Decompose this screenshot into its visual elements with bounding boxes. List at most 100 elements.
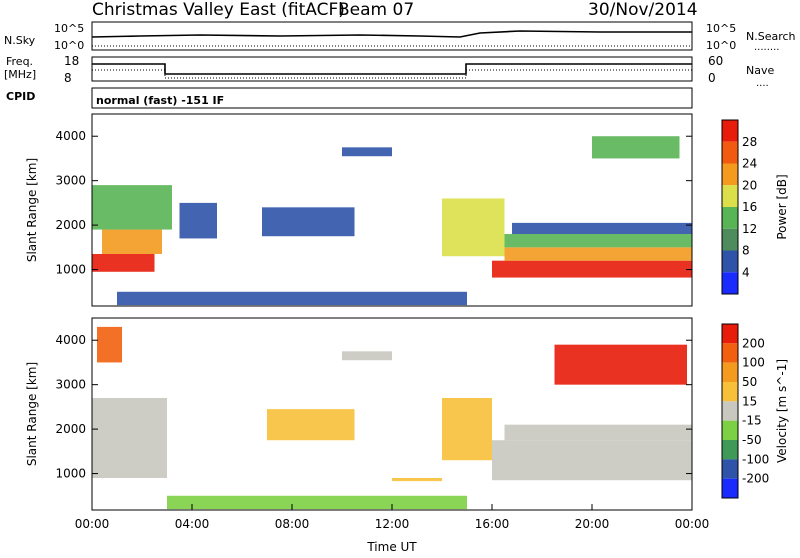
colorbar-swatch [722,478,738,498]
colorbar-swatch [722,163,738,186]
power-cell [492,260,692,278]
sky-left-label: N.Sky [4,34,36,47]
station-title: Christmas Valley East (fitACF) [92,0,345,20]
colorbar-swatch [722,120,738,142]
colorbar-tick-label: -100 [742,452,769,466]
cpid-mode: normal (fast) -151 IF [96,94,224,107]
freq-tick-bottom: 8 [64,71,72,85]
power-cell [92,185,172,230]
sky-right-tick-bottom: 10^0 [706,39,736,52]
cpid-panel-frame [91,87,693,109]
velocity-cell [167,495,467,510]
x-tick-label: 16:00 [475,517,510,531]
y-tick-label: 4000 [55,129,86,143]
colorbar-title: Velocity [m s^-1] [775,359,789,463]
velocity-cell [554,344,687,385]
y-tick-label: 1000 [55,263,86,277]
colorbar-frame [721,323,739,499]
colorbar-swatch [722,272,738,294]
y-tick-label: 3000 [55,378,86,392]
x-axis-title: Time UT [366,540,417,554]
x-tick-label: 20:00 [575,517,610,531]
colorbar-tick-label: 28 [742,135,757,149]
colorbar-tick-label: 200 [742,336,765,350]
nave-tick-top: 60 [708,54,723,68]
colorbar-tick-label: 20 [742,178,757,192]
y-tick-label: 4000 [55,333,86,347]
colorbar-tick-label: -15 [742,414,762,428]
colorbar-swatch [722,440,738,460]
time-axis: 00:00 04:00 08:00 12:00 16:00 20:00 00:00 [75,504,710,531]
y-tick-label: 2000 [55,218,86,232]
colorbar-tick-label: 100 [742,356,765,370]
freq-label-2: [MHz] [4,68,36,81]
velocity-cell [92,398,167,478]
colorbar-tick-label: 12 [742,222,757,236]
power-panel: 1000 2000 3000 4000 Slant Range [km] 4 8 12 16 20… [25,113,789,307]
colorbar-frame [721,119,739,295]
y-axis-title: Slant Range [km] [25,362,39,466]
power-cell [504,247,692,261]
x-tick-label: 12:00 [375,517,410,531]
colorbar-swatch [722,141,738,164]
nave-tick-bottom: 0 [708,71,716,85]
colorbar-swatch [722,362,738,382]
colorbar-tick-label: -50 [742,433,762,447]
y-tick-label: 3000 [55,174,86,188]
x-tick-label: 00:00 [675,517,710,531]
sky-left-tick-bottom: 10^0 [54,39,84,52]
sky-right-legend-dots: ........ [754,42,779,53]
power-cell [442,198,505,257]
colorbar-tick-label: 50 [742,375,757,389]
velocity-cell [504,424,692,441]
freq-label-1: Freq. [6,55,33,68]
velocity-cell [97,326,122,363]
sky-noise-trace [91,30,692,38]
power-cell [512,222,692,234]
y-tick-label: 1000 [55,467,86,481]
power-cell [262,207,355,237]
x-tick-label: 04:00 [175,517,210,531]
power-cell [179,202,217,239]
nave-trace [92,69,692,79]
colorbar-swatch [722,185,738,207]
colorbar-tick-label: 4 [742,265,750,279]
velocity-cell [267,409,355,441]
sky-left-tick-top: 10^5 [54,22,84,35]
colorbar-swatch [722,401,738,421]
date-title: 30/Nov/2014 [588,0,698,20]
power-cell [504,234,692,248]
y-axis-title: Slant Range [km] [25,158,39,262]
colorbar-swatch [722,343,738,363]
colorbar-swatch [722,324,738,344]
colorbar-tick-label: 16 [742,200,757,214]
velocity-cell [342,351,392,361]
freq-panel-frame [91,56,693,82]
colorbar-swatch [722,228,738,251]
power-cell [92,254,155,272]
colorbar-swatch [722,420,738,440]
nave-legend-dots: .... [756,78,769,89]
colorbar-title: Power [dB] [775,174,789,239]
power-cell [592,136,680,159]
colorbar-swatch [722,250,738,273]
power-cell [117,291,467,306]
beam-title: Beam 07 [338,0,414,20]
colorbar-swatch [722,207,738,229]
freq-tick-top: 18 [64,54,79,68]
colorbar-tick-label: 15 [742,394,757,408]
cpid-label: CPID [6,90,35,103]
colorbar-swatch [722,382,738,402]
colorbar-tick-label: 24 [742,157,757,171]
colorbar-swatch [722,459,738,479]
velocity-cell [442,398,492,461]
sky-panel-frame [91,21,693,51]
power-frame [91,113,693,307]
power-cell [102,229,162,254]
x-tick-label: 00:00 [75,517,110,531]
velocity-cell [492,440,692,481]
velocity-panel: 1000 2000 3000 4000 Slant Range [km] 200 100 50… [25,317,789,511]
sky-right-label: N.Search [746,30,796,43]
velocity-cell [392,478,442,482]
colorbar-tick-label: -200 [742,472,769,486]
